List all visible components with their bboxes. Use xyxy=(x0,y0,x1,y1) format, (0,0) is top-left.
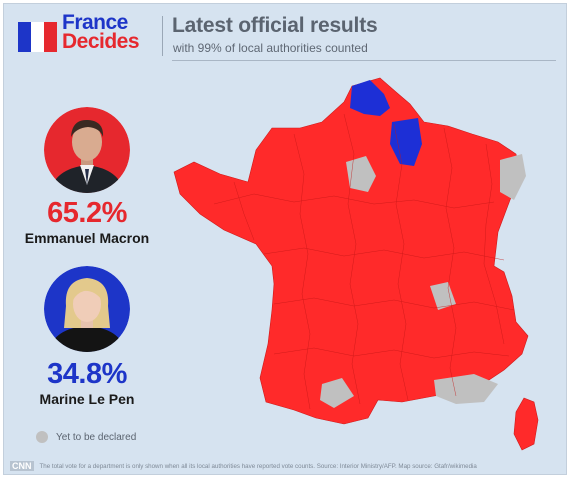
header-rule xyxy=(172,60,556,61)
france-decides-logo: France Decides xyxy=(62,11,140,53)
results-card: France Decides Latest official results w… xyxy=(3,3,567,475)
legend: Yet to be declared xyxy=(36,431,136,443)
brand-line-1: France xyxy=(62,11,128,34)
footer: CNN The total vote for a department is o… xyxy=(10,461,477,471)
le-pen-name: Marine Le Pen xyxy=(39,391,135,407)
nord-lepen-region xyxy=(350,80,390,116)
provence-undeclared-region xyxy=(434,374,498,404)
paris-undeclared-region xyxy=(346,156,376,192)
le-pen-avatar xyxy=(44,266,130,352)
brand-line-2: Decides xyxy=(62,30,140,53)
le-pen-percent: 34.8% xyxy=(47,358,127,390)
aisne-lepen-region xyxy=(390,118,422,166)
macron-avatar xyxy=(44,107,130,193)
macron-percent: 65.2% xyxy=(47,197,127,229)
alsace-undeclared-region xyxy=(500,154,526,200)
france-results-map xyxy=(173,77,539,451)
mainland-france-macron-region xyxy=(173,77,529,425)
legend-label: Yet to be declared xyxy=(56,431,137,443)
rhone-undeclared-region xyxy=(430,282,456,310)
undeclared-swatch-icon xyxy=(36,431,48,443)
macron-name: Emmanuel Macron xyxy=(24,230,150,246)
southwest-undeclared-region xyxy=(320,378,354,408)
france-flag-icon xyxy=(18,22,57,52)
corsica-macron-region xyxy=(513,397,539,451)
source-note: The total vote for a department is only … xyxy=(39,462,477,470)
cnn-logo: CNN xyxy=(10,461,34,471)
page-subtitle: with 99% of local authorities counted xyxy=(173,41,368,55)
page-title: Latest official results xyxy=(172,14,378,37)
header-divider xyxy=(162,16,163,56)
department-borders xyxy=(213,113,515,410)
